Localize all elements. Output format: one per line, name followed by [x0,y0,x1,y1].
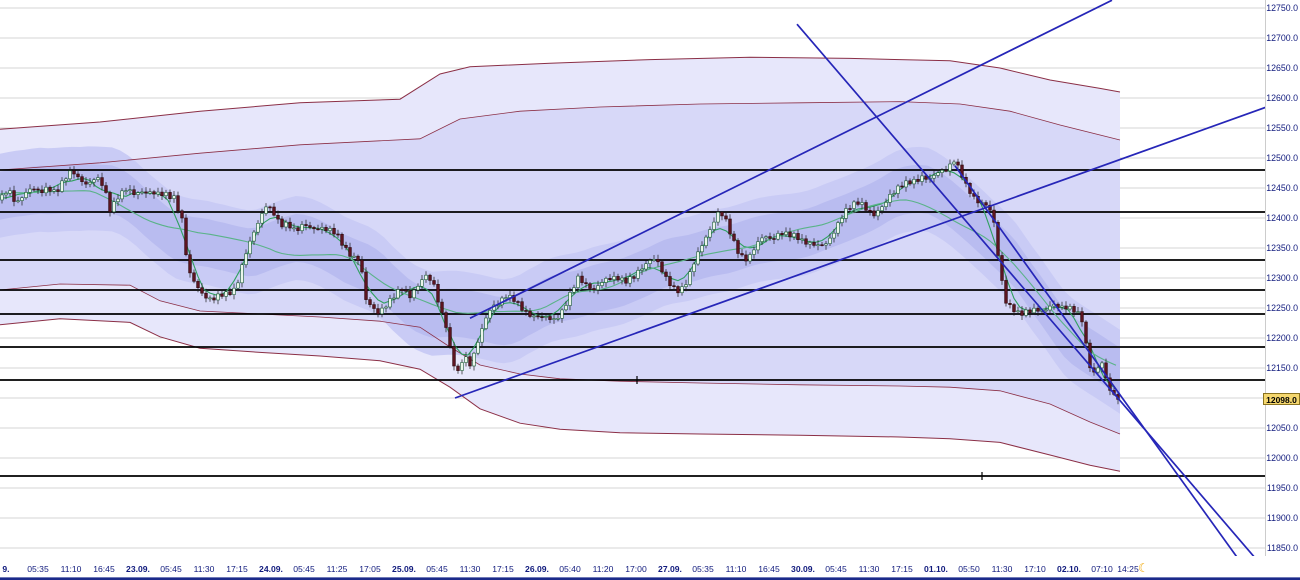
price-axis-label: 11850.0 [1267,543,1298,553]
price-axis-label: 12500.0 [1266,153,1298,163]
time-axis: 9. 05:35 11:10 16:45 23.09. 05:45 11:30 17:15 24… [2,564,1139,574]
time-axis-label[interactable]: 27.09. [658,564,682,574]
time-axis-label[interactable]: 24.09. [259,564,283,574]
time-axis-label[interactable]: 05:45 [825,564,847,574]
time-axis-label[interactable]: 05:45 [426,564,448,574]
time-axis-label[interactable]: 05:35 [692,564,714,574]
time-axis-label[interactable]: 9. [2,564,9,574]
time-axis-label[interactable]: 05:50 [958,564,980,574]
price-axis-label: 12750.0 [1266,3,1298,13]
candlestick-series [0,158,1120,405]
price-axis-label: 11900.0 [1267,513,1298,523]
time-axis-label[interactable]: 14:25 [1117,564,1139,574]
volatility-bands [0,56,1121,472]
price-axis-label: 12700.0 [1266,33,1298,43]
time-axis-label[interactable]: 25.09. [392,564,416,574]
time-axis-label[interactable]: 17:10 [1024,564,1046,574]
time-axis-label[interactable]: 11:10 [726,564,747,574]
time-axis-label[interactable]: 17:15 [226,564,248,574]
price-axis: 12750.0 12700.0 12650.0 12600.0 12550.0 12500… [1266,3,1298,553]
time-axis-label[interactable]: 05:35 [27,564,49,574]
time-axis-label[interactable]: 11:20 [593,564,614,574]
time-axis-label[interactable]: 11:25 [327,564,348,574]
time-axis-label[interactable]: 30.09. [791,564,815,574]
time-axis-label[interactable]: 17:00 [625,564,647,574]
session-moon-icon: ☾ [1138,561,1149,575]
price-axis-label: 11950.0 [1267,483,1298,493]
time-axis-label[interactable]: 07:10 [1091,564,1113,574]
time-axis-label[interactable]: 02.10. [1057,564,1081,574]
trend-line-descending[interactable] [954,165,1252,578]
price-axis-label: 12250.0 [1266,303,1298,313]
time-axis-label[interactable]: 17:15 [492,564,514,574]
time-axis-label[interactable]: 05:45 [160,564,182,574]
time-axis-label[interactable]: 11:30 [992,564,1013,574]
price-axis-label: 12300.0 [1266,273,1298,283]
time-axis-label[interactable]: 11:30 [859,564,880,574]
price-axis-label: 12200.0 [1266,333,1298,343]
price-axis-label: 12400.0 [1266,213,1298,223]
price-axis-label: 12450.0 [1266,183,1298,193]
trend-line-ascending[interactable] [469,0,1113,319]
time-axis-label[interactable]: 23.09. [126,564,150,574]
trend-lines [454,0,1300,578]
time-axis-label[interactable]: 05:45 [293,564,315,574]
time-axis-label[interactable]: 05:40 [559,564,581,574]
price-axis-label: 12050.0 [1266,423,1298,433]
time-axis-label[interactable]: 11:30 [460,564,481,574]
time-axis-label[interactable]: 17:05 [359,564,381,574]
horizontal-levels [0,169,1265,480]
time-axis-label[interactable]: 01.10. [924,564,948,574]
trend-line-ascending[interactable] [454,95,1300,399]
price-axis-label: 12650.0 [1266,63,1298,73]
price-axis-label: 12550.0 [1266,123,1298,133]
trend-line-descending[interactable] [796,23,1262,566]
price-axis-label: 12000.0 [1266,453,1298,463]
current-price-label: 12098.0 [1266,395,1297,406]
current-price-tag: 12098.0 [1263,393,1300,406]
time-axis-label[interactable]: 11:30 [194,564,215,574]
price-axis-label: 12600.0 [1266,93,1298,103]
time-axis-label[interactable]: 17:15 [891,564,913,574]
time-axis-label[interactable]: 16:45 [93,564,115,574]
time-axis-label[interactable]: 16:45 [758,564,780,574]
price-axis-label: 12350.0 [1266,243,1298,253]
price-axis-label: 12150.0 [1266,363,1298,373]
time-axis-label[interactable]: 26.09. [525,564,549,574]
time-axis-label[interactable]: 11:10 [61,564,82,574]
